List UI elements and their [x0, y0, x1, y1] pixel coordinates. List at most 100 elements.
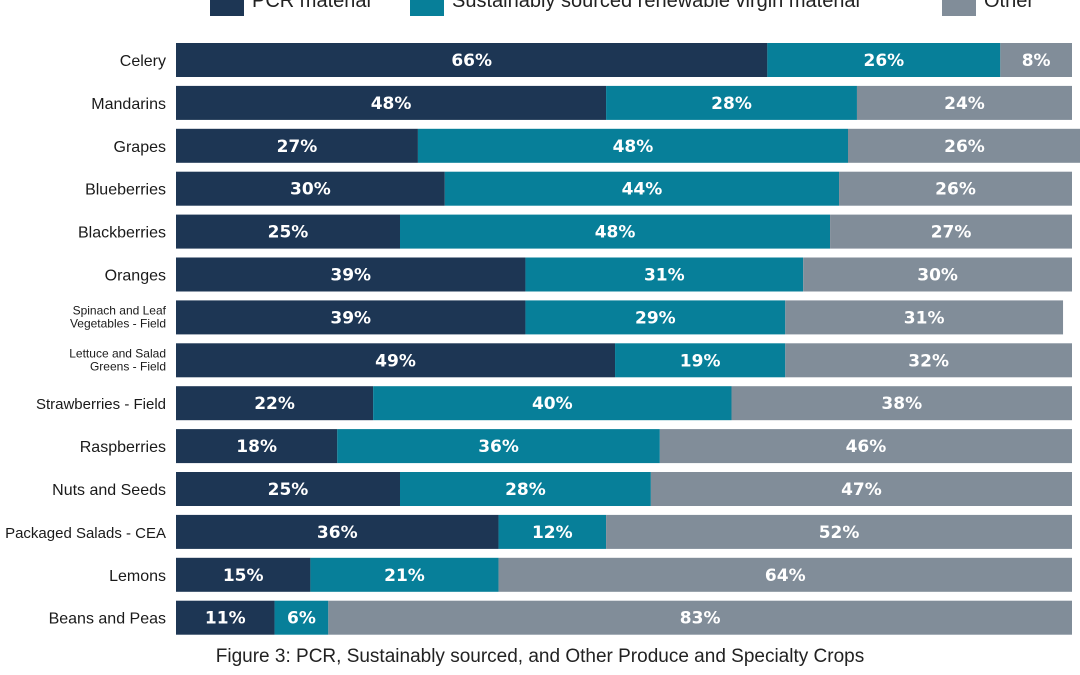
- bar-value-label: 21%: [384, 566, 425, 586]
- bar-value-label: 31%: [644, 266, 685, 286]
- legend: PCR material Sustainably sourced renewab…: [0, 0, 1080, 16]
- category-label: Spinach and Leaf Vegetables - Field: [70, 303, 167, 330]
- bar-segment: [606, 85, 857, 120]
- bar-value-label: 66%: [451, 51, 492, 71]
- figure-caption: Figure 3: PCR, Sustainably sourced, and …: [215, 646, 865, 667]
- bar-segment: [337, 429, 660, 464]
- bar-segment: [400, 472, 651, 506]
- bar-value-label: 39%: [330, 266, 371, 286]
- bar-segment: [839, 171, 1072, 206]
- bar-value-label: 24%: [944, 94, 985, 114]
- legend-label-other: Other: [984, 0, 1035, 12]
- bar-value-label: 39%: [330, 308, 371, 328]
- bar-segment: [767, 43, 1001, 77]
- bar-value-label: 27%: [931, 223, 972, 243]
- bar-value-label: 31%: [904, 308, 945, 328]
- bar-value-label: 36%: [478, 437, 519, 457]
- bar-value-label: 29%: [635, 308, 676, 328]
- bar-value-label: 32%: [908, 351, 949, 371]
- bar-segment: [444, 171, 840, 206]
- legend-label-sustainable: Sustainably sourced renewable virgin mat…: [452, 0, 860, 12]
- bar-segment: [830, 214, 1072, 249]
- bar-segment: [400, 214, 831, 249]
- bar-segment: [328, 600, 1072, 635]
- bar-value-label: 11%: [205, 609, 246, 629]
- bar-segment: [176, 386, 374, 421]
- bar-value-label: 48%: [595, 223, 636, 243]
- category-label: Blackberries: [78, 225, 166, 242]
- category-label: Raspberries: [80, 439, 166, 456]
- bar-value-label: 40%: [532, 394, 573, 414]
- category-label: Oranges: [105, 268, 166, 285]
- bar-value-label: 6%: [287, 609, 316, 629]
- bar-segment: [659, 429, 1072, 464]
- legend-swatch-pcr: [210, 0, 244, 16]
- bar-segment: [606, 514, 1072, 549]
- bar-value-label: 52%: [819, 523, 860, 543]
- bar-value-label: 27%: [277, 137, 318, 157]
- bar-value-label: 28%: [711, 94, 752, 114]
- bar-value-label: 30%: [917, 266, 958, 286]
- category-label: Lettuce and Salad Greens - Field: [69, 346, 166, 373]
- bar-segment: [176, 600, 275, 635]
- bar-value-label: 44%: [622, 180, 663, 200]
- bar-value-label: 48%: [371, 94, 412, 114]
- bar-segment: [176, 300, 526, 335]
- bar-segment: [176, 343, 616, 378]
- bar-segment: [785, 300, 1064, 335]
- bar-value-label: 12%: [532, 523, 573, 543]
- bar-value-label: 18%: [236, 437, 277, 457]
- bar-segment: [176, 214, 400, 249]
- bar-value-label: 19%: [680, 351, 721, 371]
- bar-segment: [525, 257, 804, 292]
- bar-value-label: 22%: [254, 394, 295, 414]
- legend-swatch-sustainable: [410, 0, 444, 16]
- bar-segment: [803, 257, 1072, 292]
- bar-value-label: 30%: [290, 180, 331, 200]
- bar-value-label: 49%: [375, 351, 416, 371]
- bar-value-label: 25%: [268, 480, 309, 500]
- bar-value-label: 83%: [680, 609, 721, 629]
- bar-segment: [274, 600, 329, 635]
- bar-value-label: 26%: [935, 180, 976, 200]
- bar-value-label: 28%: [505, 480, 546, 500]
- bar-segment: [615, 343, 786, 378]
- category-label: Lemons: [109, 568, 166, 585]
- bar-value-label: 25%: [268, 223, 309, 243]
- category-label: Packaged Salads - CEA: [5, 525, 166, 542]
- bar-segment: [310, 557, 499, 592]
- legend-swatch-other: [942, 0, 976, 16]
- bar-segment: [176, 171, 445, 206]
- bar-segment: [785, 343, 1072, 378]
- bar-value-label: 26%: [863, 51, 904, 71]
- bar-value-label: 36%: [317, 523, 358, 543]
- bar-segment: [498, 557, 1072, 592]
- bar-segment: [1000, 43, 1072, 77]
- legend-item-pcr: PCR material: [210, 0, 371, 16]
- bar-segment: [176, 514, 499, 549]
- bar-segment: [373, 386, 732, 421]
- bar-value-label: 64%: [765, 566, 806, 586]
- bar-value-label: 15%: [223, 566, 264, 586]
- legend-label-pcr: PCR material: [252, 0, 371, 12]
- bar-segment: [176, 128, 418, 163]
- legend-item-other: Other: [942, 0, 1034, 16]
- bar-value-label: 38%: [881, 394, 922, 414]
- bar-segment: [848, 128, 1080, 163]
- category-label: Mandarins: [91, 96, 166, 113]
- bar-value-label: 47%: [841, 480, 882, 500]
- legend-item-sustainable: Sustainably sourced renewable virgin mat…: [410, 0, 860, 16]
- bar-value-label: 8%: [1022, 51, 1051, 71]
- bar-segment: [525, 300, 786, 335]
- bar-segment: [176, 85, 607, 120]
- bar-segment: [176, 472, 400, 506]
- bar-value-label: 48%: [613, 137, 654, 157]
- category-label: Beans and Peas: [49, 611, 166, 628]
- bar-segment: [176, 429, 338, 464]
- category-label: Blueberries: [85, 182, 166, 199]
- bar-segment: [176, 557, 311, 592]
- bar-value-label: 46%: [846, 437, 887, 457]
- bar-segment: [856, 85, 1072, 120]
- bar-segment: [176, 257, 526, 292]
- bar-segment: [650, 472, 1072, 506]
